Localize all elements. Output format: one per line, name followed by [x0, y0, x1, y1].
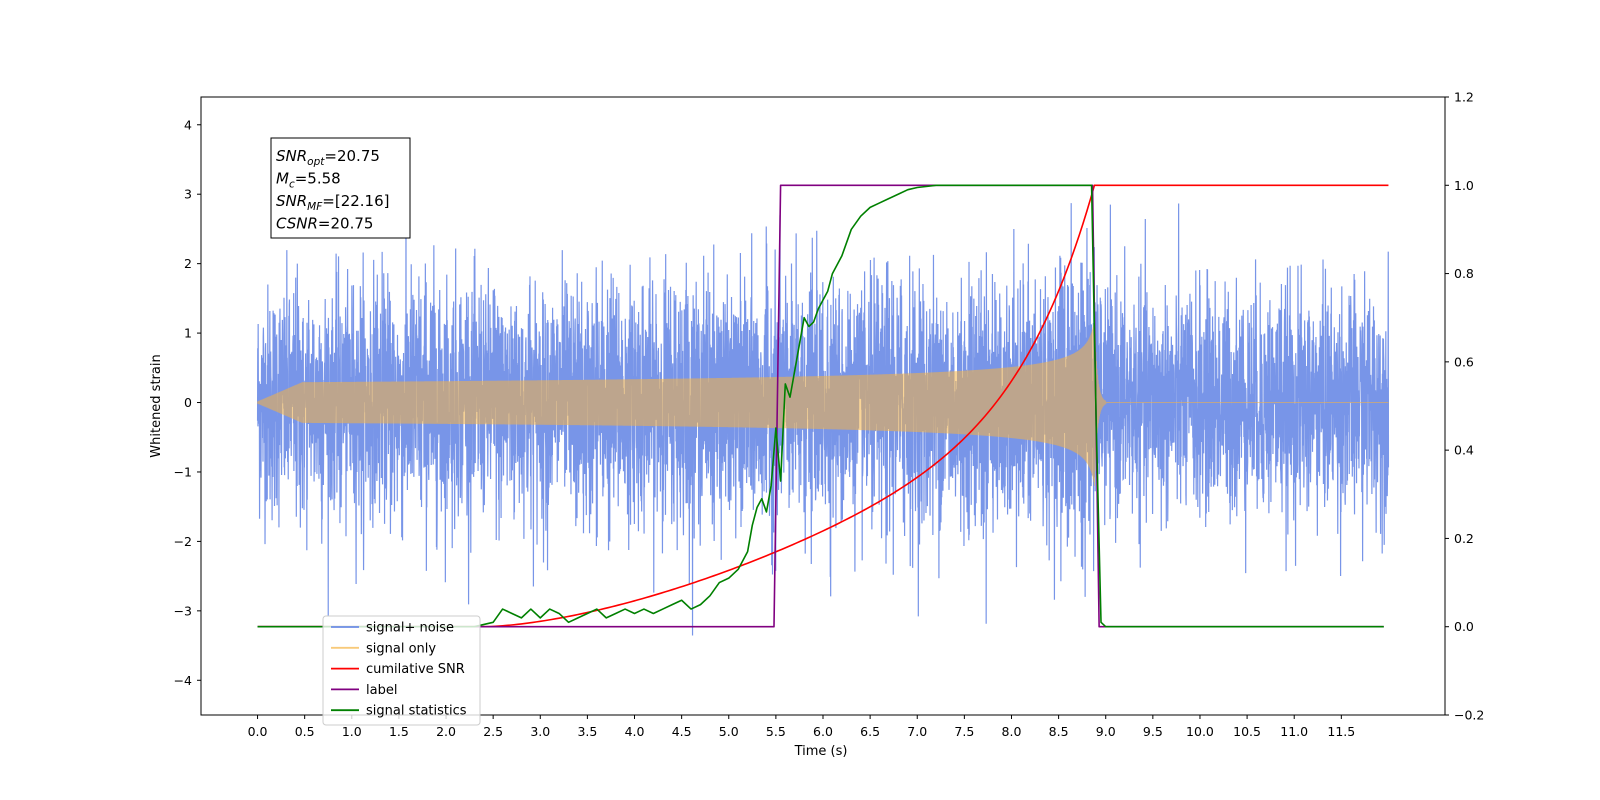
x-tick-label: 11.0 — [1280, 724, 1308, 739]
annotation-line: CSNR=20.75 — [276, 215, 373, 233]
annotation-line: Mc=5.58 — [276, 170, 341, 191]
y-tick-label: −3 — [174, 603, 192, 618]
x-tick-label: 1.0 — [342, 724, 362, 739]
series-signal-statistics — [257, 184, 1384, 628]
legend-entry: signal statistics — [366, 704, 467, 719]
annotation-line: SNRMF=[22.16] — [276, 192, 390, 213]
y-axis-right: −0.2 0.0 0.2 0.4 0.6 0.8 1.0 1.2 — [1445, 90, 1484, 723]
y2-tick-label: 0.0 — [1454, 619, 1474, 634]
y-axis-label: Whitened strain — [149, 354, 164, 457]
x-tick-label: 0.5 — [295, 724, 315, 739]
y2-tick-label: 1.0 — [1454, 178, 1474, 193]
x-axis-label: Time (s) — [794, 744, 848, 759]
x-tick-label: 5.0 — [719, 724, 739, 739]
x-tick-label: 8.5 — [1049, 724, 1069, 739]
x-tick-label: 1.5 — [389, 724, 409, 739]
x-tick-label: 7.5 — [954, 724, 974, 739]
x-tick-label: 3.0 — [530, 724, 550, 739]
y2-tick-label: −0.2 — [1454, 708, 1484, 723]
legend: signal+ noise signal only cumilative SNR la… — [322, 615, 481, 726]
series-signal-only — [257, 321, 1389, 486]
x-tick-label: 7.0 — [907, 724, 927, 739]
x-axis: 0.0 0.5 1.0 1.5 2.0 2.5 3.0 3.5 4.0 4.5 5.0 5.5 6.0 6… — [248, 715, 1355, 739]
x-tick-label: 9.5 — [1143, 724, 1163, 739]
x-tick-label: 4.0 — [625, 724, 645, 739]
y-axis-left: −4 −3 −2 −1 0 1 2 3 4 — [174, 117, 201, 688]
y-tick-label: −2 — [174, 534, 192, 549]
y-tick-label: 4 — [184, 117, 192, 132]
legend-entry: signal only — [366, 641, 436, 656]
y2-tick-label: 0.2 — [1454, 531, 1474, 546]
y-tick-label: 0 — [184, 395, 192, 410]
x-tick-label: 10.0 — [1186, 724, 1214, 739]
x-tick-label: 6.0 — [813, 724, 833, 739]
legend-frame — [322, 615, 481, 726]
legend-entry: cumilative SNR — [366, 662, 465, 677]
x-tick-label: 4.5 — [672, 724, 692, 739]
y2-tick-label: 0.6 — [1454, 354, 1474, 369]
legend-entry: signal+ noise — [366, 621, 454, 636]
y2-tick-label: 0.4 — [1454, 443, 1474, 458]
x-tick-label: 9.0 — [1096, 724, 1116, 739]
annotation-frame — [270, 137, 411, 239]
legend-entry: label — [366, 683, 397, 698]
y-tick-label: −4 — [174, 673, 192, 688]
y-tick-label: 2 — [184, 256, 192, 271]
x-tick-label: 11.5 — [1327, 724, 1355, 739]
x-tick-label: 2.0 — [436, 724, 456, 739]
x-tick-label: 3.5 — [577, 724, 597, 739]
y-tick-label: −1 — [174, 464, 192, 479]
y-tick-label: 1 — [184, 326, 192, 341]
y2-tick-label: 1.2 — [1454, 90, 1474, 105]
x-tick-label: 6.5 — [860, 724, 880, 739]
x-tick-label: 5.5 — [766, 724, 786, 739]
x-tick-label: 0.0 — [248, 724, 268, 739]
x-tick-label: 10.5 — [1233, 724, 1261, 739]
x-tick-label: 2.5 — [483, 724, 503, 739]
y-tick-label: 3 — [184, 187, 192, 202]
annotation-line: SNRopt=20.75 — [276, 147, 380, 168]
x-tick-label: 8.0 — [1002, 724, 1022, 739]
y2-tick-label: 0.8 — [1454, 266, 1474, 281]
